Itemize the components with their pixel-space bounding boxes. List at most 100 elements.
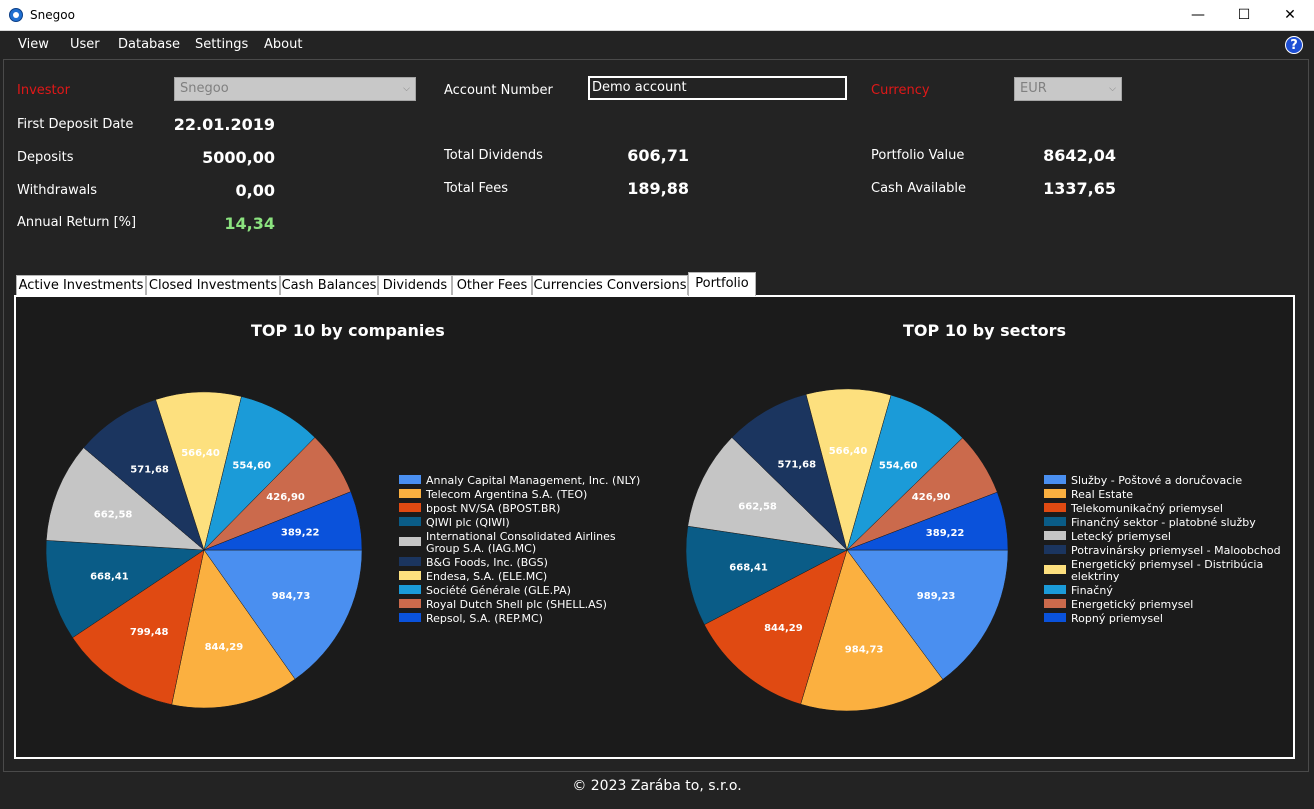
currency-select[interactable]: EUR ⌵: [1014, 77, 1122, 101]
legend-label-sectors-3: Telekomunikačný priemysel: [1070, 502, 1223, 515]
pie-value-label-sectors-5: 662,58: [738, 502, 777, 513]
investor-select[interactable]: Snegoo ⌵: [174, 77, 416, 101]
deposits-label: Deposits: [17, 150, 74, 165]
pie-slice-sectors-7: [805, 388, 892, 551]
pie-slice-companies-5: [46, 447, 205, 551]
pie-slice-companies-7: [155, 391, 242, 551]
pie-value-label-companies-8: 554,60: [232, 460, 271, 471]
pie-value-label-companies-1: 984,73: [272, 591, 311, 602]
first-deposit-value: 22.01.2019: [173, 115, 275, 134]
tab-dividends[interactable]: Dividends: [378, 275, 452, 296]
currency-select-value: EUR: [1020, 81, 1047, 96]
legend-label-companies-6: B&G Foods, Inc. (BGS): [426, 556, 548, 569]
menu-settings[interactable]: Settings: [195, 37, 249, 52]
legend-swatch-companies-6: [399, 557, 421, 566]
pie-slice-sectors-4: [685, 525, 848, 625]
chevron-down-icon: ⌵: [403, 84, 410, 94]
pie-slice-companies-6: [83, 399, 205, 551]
legend-label-companies-1: Annaly Capital Management, Inc. (NLY): [426, 474, 640, 487]
chart-title-companies: TOP 10 by companies: [251, 321, 445, 340]
tab-closed-investments[interactable]: Closed Investments: [146, 275, 280, 296]
pie-slice-companies-8: [203, 396, 316, 551]
legend-swatch-companies-3: [399, 503, 421, 512]
investor-label: Investor: [17, 83, 70, 98]
window-title: Snegoo: [30, 8, 75, 22]
pie-value-label-companies-10: 389,22: [281, 528, 320, 539]
title-bar: Snegoo — ☐ ✕: [0, 0, 1314, 31]
total-fees-label: Total Fees: [444, 181, 509, 196]
portfolio-value-label: Portfolio Value: [871, 148, 965, 163]
withdrawals-value: 0,00: [235, 181, 275, 200]
cash-available-label: Cash Available: [871, 181, 967, 196]
account-number-input[interactable]: Demo account: [588, 76, 847, 100]
pie-value-label-companies-9: 426,90: [266, 492, 305, 503]
legend-label-companies-7: Endesa, S.A. (ELE.MC): [426, 570, 547, 583]
legend-swatch-sectors-2: [1044, 489, 1066, 498]
maximize-button[interactable]: ☐: [1237, 7, 1251, 23]
legend-swatch-companies-9: [399, 599, 421, 608]
legend-label-sectors-1: Služby - Poštové a doručovacie: [1071, 474, 1242, 487]
tab-cash-balances[interactable]: Cash Balances: [280, 275, 378, 296]
legend-label-sectors-5: Letecký priemysel: [1071, 530, 1171, 543]
pie-slice-sectors-5: [687, 437, 848, 551]
legend-swatch-companies-7: [399, 571, 421, 580]
pie-slice-companies-4: [45, 540, 205, 639]
legend-swatch-companies-8: [399, 585, 421, 594]
tab-portfolio[interactable]: Portfolio: [688, 272, 756, 296]
legend-label-companies-4: QIWI plc (QIWI): [426, 516, 510, 529]
legend-swatch-sectors-4: [1044, 517, 1066, 526]
tab-other-fees[interactable]: Other Fees: [452, 275, 532, 296]
legend-swatch-sectors-9: [1044, 599, 1066, 608]
pie-value-label-sectors-4: 668,41: [729, 563, 768, 574]
currency-label: Currency: [871, 83, 930, 98]
legend-swatch-sectors-7: [1044, 565, 1066, 574]
pie-value-label-sectors-10: 389,22: [926, 528, 965, 539]
pie-value-label-sectors-9: 426,90: [912, 492, 951, 503]
minimize-button[interactable]: —: [1191, 7, 1205, 23]
pie-slice-companies-3: [72, 549, 205, 705]
footer-copyright: © 2023 Zarába to, s.r.o.: [572, 778, 742, 794]
portfolio-charts: 984,73 844,29 799,48 668,41 662,58 571,68 566,…: [45, 388, 1281, 712]
chevron-down-icon: ⌵: [1109, 84, 1116, 94]
legend-label-companies-8: Société Générale (GLE.PA): [426, 584, 571, 597]
legend-label-companies-5: International Consolidated Airlines: [426, 530, 616, 543]
legend-label-companies-2: Telecom Argentina S.A. (TEO): [425, 488, 587, 501]
menu-view[interactable]: View: [18, 37, 49, 52]
pie-value-label-sectors-2: 984,73: [845, 644, 884, 655]
legend-label-sectors-10: Ropný priemysel: [1071, 612, 1163, 625]
legend-swatch-sectors-6: [1044, 545, 1066, 554]
menu-about[interactable]: About: [264, 37, 303, 52]
app-logo-icon: [9, 8, 23, 22]
account-number-label: Account Number: [444, 83, 553, 98]
legend-label-companies-5: Group S.A. (IAG.MC): [426, 542, 536, 555]
total-fees-value: 189,88: [627, 179, 689, 198]
legend-label-sectors-8: Finačný: [1071, 584, 1113, 597]
pie-slice-companies-1: [203, 549, 363, 680]
tab-active-investments[interactable]: Active Investments: [16, 275, 146, 296]
pie-value-label-sectors-6: 571,68: [778, 460, 817, 471]
legend-swatch-companies-2: [399, 489, 421, 498]
investor-select-value: Snegoo: [180, 81, 229, 96]
pie-slice-sectors-3: [704, 549, 848, 705]
total-dividends-value: 606,71: [627, 146, 689, 165]
total-dividends-label: Total Dividends: [444, 148, 543, 163]
pie-value-label-sectors-7: 566,40: [829, 446, 868, 457]
legend-label-sectors-7: Energetický priemysel - Distribúcia: [1071, 558, 1263, 571]
pie-value-label-companies-5: 662,58: [94, 509, 133, 520]
legend-swatch-companies-5: [399, 537, 421, 546]
tab-currencies-conversions[interactable]: Currencies Conversions: [532, 275, 688, 296]
menu-database[interactable]: Database: [118, 37, 181, 52]
legend-label-sectors-4: Finančný sektor - platobné služby: [1071, 516, 1256, 529]
annual-return-label: Annual Return [%]: [17, 215, 137, 230]
close-button[interactable]: ✕: [1284, 7, 1296, 23]
pie-value-label-companies-6: 571,68: [130, 465, 169, 476]
legend-label-sectors-2: Real Estate: [1071, 488, 1133, 501]
help-icon[interactable]: ?: [1285, 36, 1303, 54]
pie-slice-companies-10: [203, 491, 363, 551]
withdrawals-label: Withdrawals: [17, 183, 98, 198]
pie-slice-sectors-1: [846, 549, 1009, 680]
legend-swatch-sectors-10: [1044, 613, 1066, 622]
legend-swatch-companies-1: [399, 475, 421, 484]
menu-user[interactable]: User: [70, 37, 100, 52]
annual-return-value: 14,34: [224, 214, 275, 233]
